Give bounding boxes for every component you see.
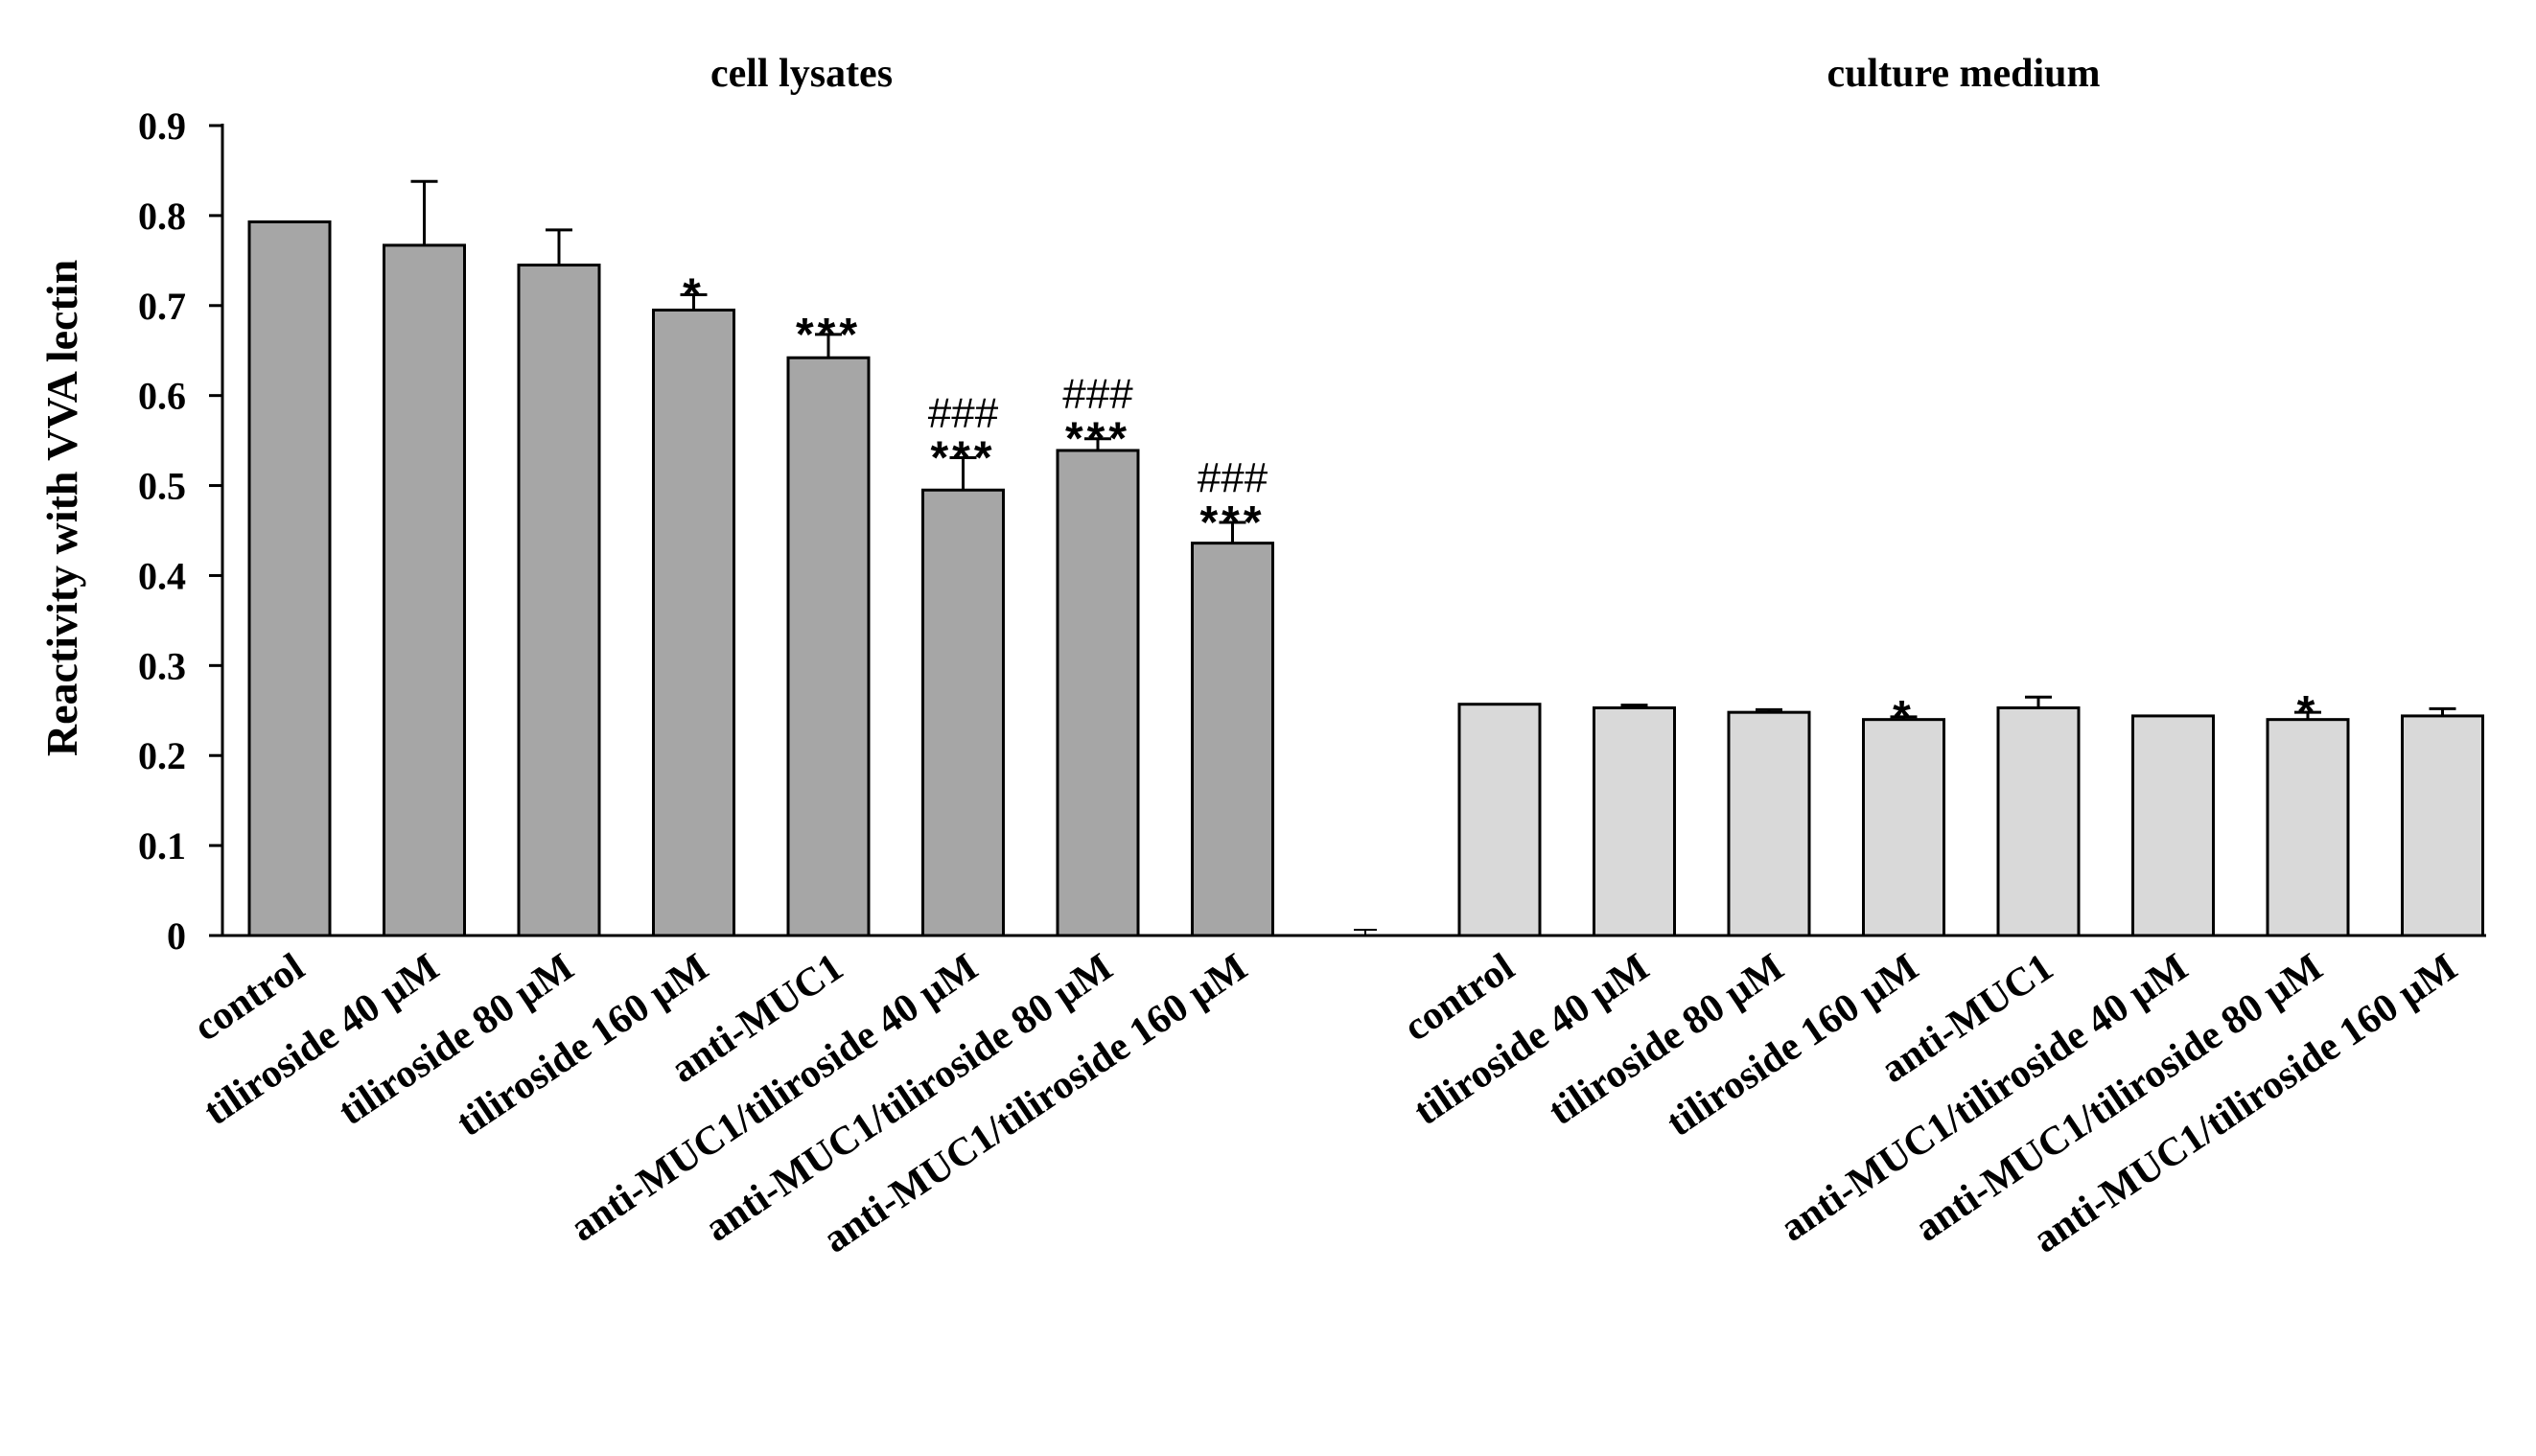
y-tick-label: 0.6	[138, 375, 186, 418]
bar	[383, 243, 466, 937]
significance-stars: *	[683, 270, 705, 321]
significance-hashes: ###	[1198, 454, 1268, 501]
bar	[786, 356, 871, 937]
bar	[1727, 710, 1811, 937]
labels: 0 0.1 0.2 0.3 0.4 0.5 0.6 0.7 0.8 0.9 cell lysates…	[138, 52, 2465, 1261]
bar	[921, 488, 1005, 937]
category-label: tiliroside 160 μM	[1659, 945, 1926, 1145]
significance-hashes: ###	[1062, 371, 1133, 418]
category-label: tiliroside 160 μM	[449, 945, 716, 1145]
bars	[247, 179, 2484, 937]
y-tick-label: 0.1	[138, 824, 186, 867]
significance-stars: ***	[930, 432, 995, 483]
significance-stars: *	[1893, 692, 1915, 743]
significance-stars: ***	[796, 310, 861, 360]
bar	[1996, 705, 2081, 937]
bar	[1457, 703, 1542, 937]
significance-stars: ***	[1065, 414, 1130, 465]
y-tick-label: 0.2	[138, 734, 186, 777]
category-label: tiliroside 40 μM	[1407, 945, 1657, 1134]
significance-stars: *	[2297, 687, 2319, 738]
y-tick-label: 0.4	[138, 554, 186, 597]
y-tick-label: 0.5	[138, 465, 186, 508]
significance-stars: ***	[1199, 497, 1265, 548]
bar	[1593, 705, 1676, 937]
bar	[2131, 714, 2215, 937]
bar	[2266, 718, 2350, 937]
category-label: tiliroside 40 μM	[197, 945, 447, 1134]
group-title: culture medium	[1826, 52, 2100, 96]
y-tick-label: 0.7	[138, 285, 186, 328]
bar	[1862, 718, 1945, 937]
y-tick-label: 0.8	[138, 195, 186, 238]
bar	[2401, 714, 2484, 937]
y-tick-label: 0	[167, 914, 186, 958]
bar	[652, 308, 735, 937]
significance-hashes: ###	[928, 389, 999, 436]
y-tick-label: 0.3	[138, 644, 186, 687]
bar	[1056, 449, 1140, 937]
bar	[517, 264, 601, 937]
y-axis-label: Reactivity with VVA lectin	[37, 260, 86, 756]
group-title: cell lysates	[710, 52, 893, 96]
y-tick-label: 0.9	[138, 104, 186, 148]
bar	[247, 220, 332, 937]
bar	[1191, 542, 1274, 937]
